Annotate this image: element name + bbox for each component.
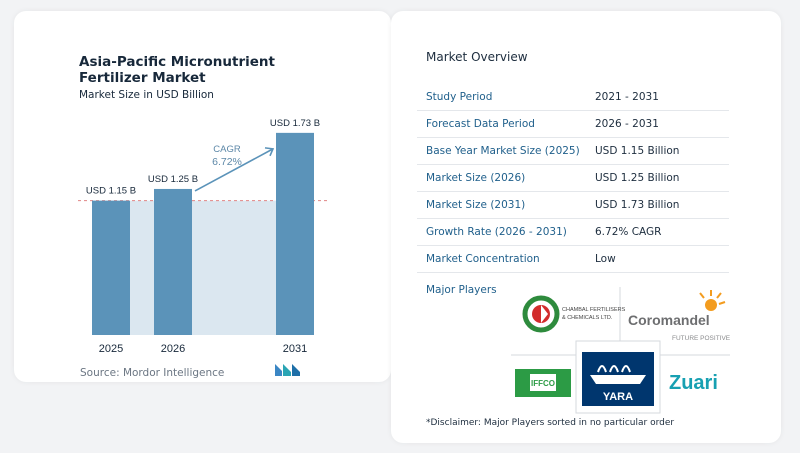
overview-row-value: USD 1.25 Billion <box>595 172 680 184</box>
overview-row-label: Growth Rate (2026 - 2031) <box>426 226 567 238</box>
growth-shade <box>130 200 276 335</box>
overview-row-value: Low <box>595 253 616 265</box>
x-tick-label: 2026 <box>161 343 185 355</box>
overview-row-value: 6.72% CAGR <box>595 226 662 238</box>
value-label: USD 1.25 B <box>148 174 198 185</box>
major-players-label: Major Players <box>426 284 497 296</box>
overview-row-label: Study Period <box>426 91 493 103</box>
overview-row: Market Concentration Low <box>417 246 729 273</box>
overview-row-value: USD 1.15 Billion <box>595 145 680 157</box>
overview-row: Forecast Data Period 2026 - 2031 <box>417 111 729 138</box>
overview-row-label: Forecast Data Period <box>426 118 535 130</box>
overview-row: Market Size (2026) USD 1.25 Billion <box>417 165 729 192</box>
overview-row-label: Market Size (2031) <box>426 199 526 211</box>
chart-title: Asia-Pacific Micronutrient Fertilizer Ma… <box>79 54 275 86</box>
overview-row: Study Period 2021 - 2031 <box>417 84 729 111</box>
value-label: USD 1.15 B <box>86 186 136 197</box>
cagr-label: CAGR <box>213 144 241 155</box>
overview-table: Study Period 2021 - 2031 Forecast Data Per… <box>417 84 729 273</box>
x-tick-label: 2031 <box>283 343 307 355</box>
bar-2026 <box>154 188 192 335</box>
value-label: USD 1.73 B <box>270 118 320 129</box>
bar-2025 <box>92 200 130 335</box>
overview-row-value: 2021 - 2031 <box>595 91 659 103</box>
cagr-arrow-head <box>264 147 275 157</box>
overview-row-label: Market Concentration <box>426 253 540 265</box>
overview-row: Growth Rate (2026 - 2031) 6.72% CAGR <box>417 219 729 246</box>
bar-chart: USD 1.15 B 2025 USD 1.25 B 2026 USD 1.73 B 20… <box>78 118 330 355</box>
overview-title: Market Overview <box>426 50 528 64</box>
overview-row-label: Base Year Market Size (2025) <box>426 145 580 157</box>
bar-2031 <box>276 132 314 335</box>
source-note: Source: Mordor Intelligence <box>80 367 225 379</box>
chart-subtitle: Market Size in USD Billion <box>79 89 214 101</box>
overview-row: Market Size (2031) USD 1.73 Billion <box>417 192 729 219</box>
cagr-arrow <box>194 148 274 192</box>
overview-row-value: USD 1.73 Billion <box>595 199 680 211</box>
overview-row-value: 2026 - 2031 <box>595 118 659 130</box>
cagr-value: 6.72% <box>212 156 242 168</box>
disclaimer: *Disclaimer: Major Players sorted in no … <box>426 418 675 428</box>
overview-row-label: Market Size (2026) <box>426 172 526 184</box>
overview-row: Base Year Market Size (2025) USD 1.15 Bil… <box>417 138 729 165</box>
mordor-intelligence-logo <box>275 364 300 376</box>
x-tick-label: 2025 <box>99 343 123 355</box>
